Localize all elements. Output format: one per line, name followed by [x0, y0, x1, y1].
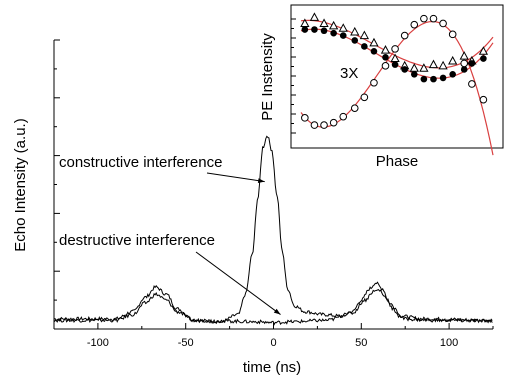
inset-point-filled: [320, 27, 328, 35]
inset-point-triangle: [338, 23, 348, 32]
inset-point-open: [370, 78, 378, 87]
inset-point-filled: [301, 26, 309, 33]
inset-point-open: [468, 80, 476, 88]
arrow-constructive-head: [257, 178, 265, 184]
inset-point-triangle: [309, 12, 320, 21]
inset-point-open: [320, 121, 328, 129]
inset-point-filled: [439, 74, 447, 82]
inset-point-triangle: [459, 51, 469, 60]
inset-point-filled: [330, 29, 337, 37]
inset-point-open: [479, 95, 488, 104]
inset-point-filled: [339, 32, 347, 39]
inset-ticks: [291, 18, 296, 134]
inset-point-triangle: [380, 45, 391, 54]
inset-point-triangle: [319, 18, 329, 27]
inset-point-triangle: [438, 60, 448, 70]
inset-point-triangle: [369, 37, 379, 47]
inset-point-open: [400, 31, 409, 40]
inset-point-filled: [460, 66, 468, 73]
main-x-ticks: -100 -50 0 50 100: [53, 323, 494, 349]
inset-point-triangle: [428, 59, 439, 69]
main-x-tick-label: -100: [87, 337, 109, 349]
inset-point-filled: [430, 75, 437, 83]
main-x-tick-label: 0: [270, 337, 276, 349]
inset-point-open: [460, 59, 469, 68]
inset-point-filled: [391, 61, 399, 68]
inset-point-open: [439, 19, 447, 28]
main-x-tick-label: 50: [355, 337, 367, 349]
inset-y-axis-title: PE Instensity: [259, 33, 276, 121]
inset-point-filled: [449, 70, 456, 78]
main-x-axis-title: time (ns): [243, 359, 301, 376]
inset-point-open: [329, 118, 338, 127]
inset-point-filled: [420, 75, 428, 83]
inset-series: [300, 12, 489, 129]
inset-point-filled: [480, 55, 487, 62]
inset-point-open: [339, 112, 348, 121]
inset-point-open: [381, 62, 390, 70]
main-y-ticks: [54, 39, 60, 330]
main-x-tick-label: 100: [440, 337, 458, 349]
inset-point-triangle: [478, 46, 489, 55]
inset-point-filled: [351, 37, 359, 44]
main-x-tick-label: -50: [178, 337, 194, 349]
annotation-destructive: destructive interference: [59, 232, 215, 249]
inset-point-open: [301, 114, 309, 122]
main-series: [53, 135, 493, 326]
arrow-constructive: [206, 172, 265, 183]
inset-point-filled: [401, 66, 408, 73]
inset-point-open: [448, 30, 457, 39]
inset-point-filled: [311, 26, 318, 33]
main-series-line: [53, 288, 493, 326]
inset-annotation-3x: 3X: [340, 65, 358, 82]
inset-point-triangle: [328, 20, 339, 30]
inset-x-axis-title: Phase: [376, 153, 419, 170]
annotation-constructive: constructive interference: [59, 154, 222, 171]
inset-point-filled: [382, 54, 389, 61]
arrow-destructive: [195, 251, 281, 315]
inset-point-filled: [361, 43, 368, 50]
inset-point-open: [360, 93, 369, 102]
arrow-destructive-head: [273, 308, 281, 315]
inset-point-open: [391, 45, 399, 53]
inset-point-triangle: [448, 55, 458, 65]
inset-point-open: [429, 14, 438, 23]
main-chart: -100 -50 0 50 100 time (ns) Echo Intensity (…: [12, 39, 494, 376]
inset-point-open: [350, 104, 359, 112]
inset-point-open: [410, 20, 419, 29]
annotation-arrows: [195, 172, 281, 315]
inset-point-open: [310, 121, 319, 129]
inset-point-triangle: [419, 63, 429, 72]
inset-point-filled: [468, 60, 476, 67]
main-y-axis-title: Echo Intensity (a.u.): [12, 118, 29, 251]
inset-point-filled: [410, 70, 418, 78]
inset-chart: Phase PE Instensity 3X: [259, 4, 504, 170]
inset-point-triangle: [350, 26, 360, 36]
inset-point-open: [420, 14, 428, 23]
inset-point-filled: [370, 48, 378, 55]
inset-point-triangle: [359, 30, 370, 40]
